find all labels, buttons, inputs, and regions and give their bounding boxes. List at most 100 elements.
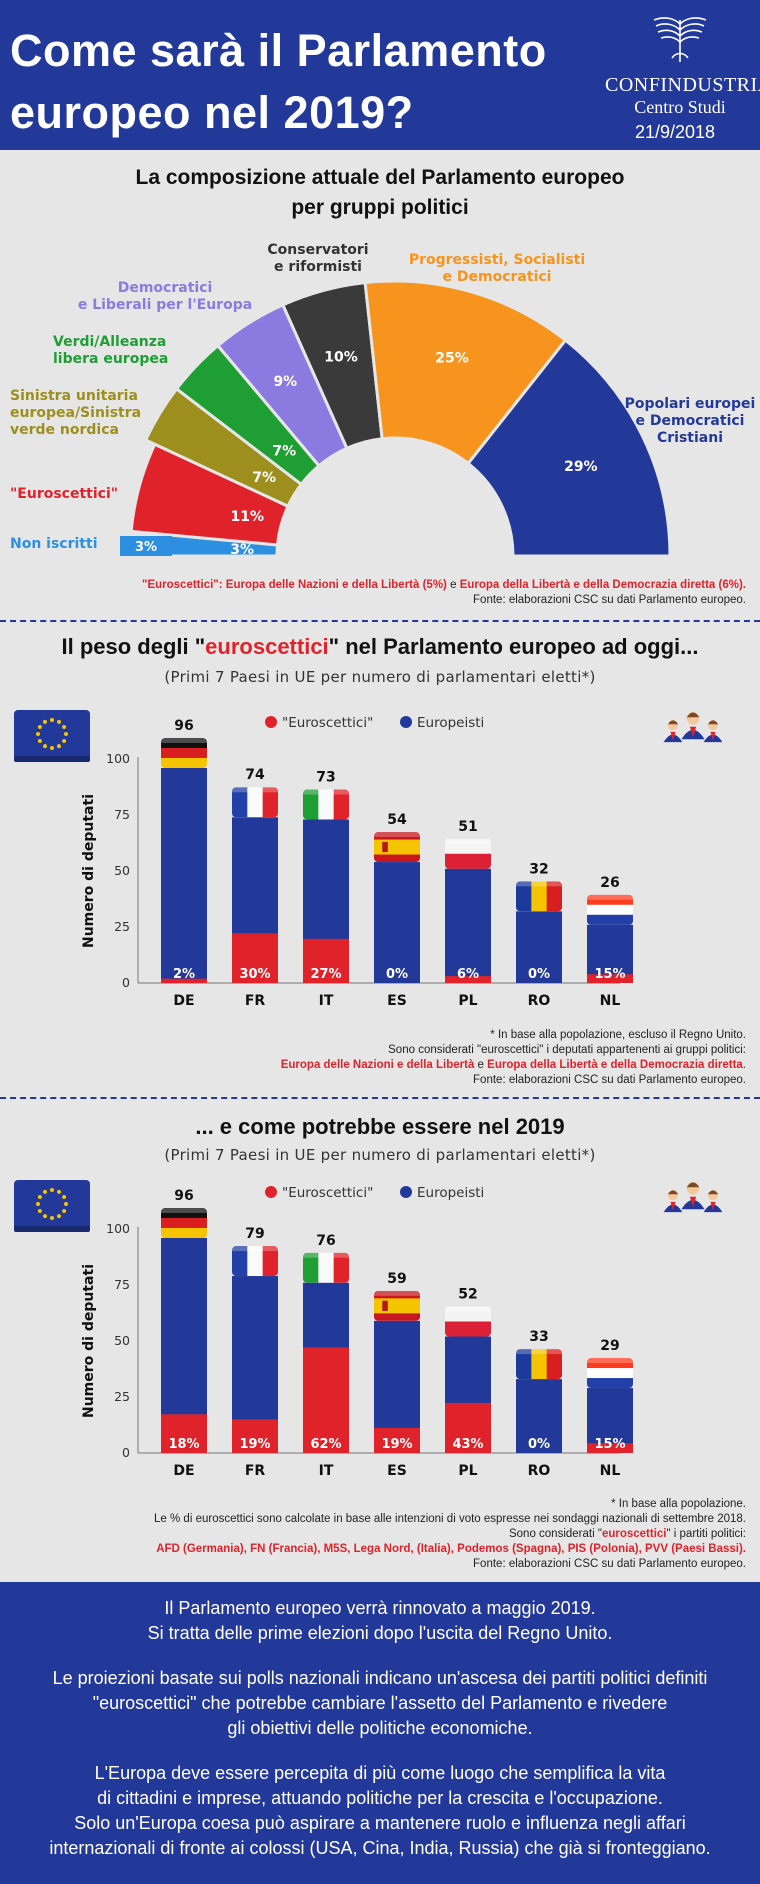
bar-pct-label: 0%	[386, 967, 408, 982]
section3-source: Fonte: elaborazioni CSC su dati Parlamen…	[473, 1558, 746, 1570]
bar-pct-label: 43%	[452, 1437, 483, 1452]
section2-title-pre: Il peso degli "	[61, 634, 206, 659]
section1-title-line1: La composizione attuale del Parlamento e…	[135, 166, 625, 189]
bar-euroscettici	[445, 976, 491, 983]
chart-legend: "Euroscettici" Europeisti	[265, 715, 484, 731]
section2-note-red-2: Europa della Libertà e della Democrazia …	[487, 1059, 743, 1071]
pie-slice-label: e Democratici	[636, 413, 745, 429]
bar-total-label: 51	[458, 819, 477, 835]
section3-note-3-post: " i partiti politici:	[666, 1528, 747, 1540]
footer-conclusions: Il Parlamento europeo verrà rinnovato a …	[0, 1582, 760, 1884]
bar-pct-label: 18%	[168, 1437, 199, 1452]
projection-bar-chart: "Euroscettici" Europeisti 0 25 50 75 100 Numero…	[14, 1180, 723, 1479]
bar-euroscettici	[232, 933, 278, 983]
footer-p2-line3: gli obiettivi delle politiche economiche…	[227, 1718, 533, 1738]
x-tick-label: PL	[458, 993, 477, 1009]
pie-slice-label: Non iscritti	[10, 536, 98, 552]
poland-flag-icon	[445, 838, 491, 869]
bar-total-label: 74	[245, 767, 265, 783]
legend-label-europeisti: Europeisti	[417, 1185, 484, 1201]
parliament-composition-chart: 3% Non iscritti 11% "Euroscettici" 7% Sinistr…	[10, 242, 755, 558]
pie-slice-label: Democratici	[118, 280, 213, 296]
y-tick-label: 50	[114, 1333, 130, 1348]
pie-slice-label: Cristiani	[657, 430, 723, 446]
bar-euroscettici	[303, 1347, 349, 1453]
y-tick-label: 50	[114, 863, 130, 878]
section3-notes: * In base alla popolazione. Le % di euro…	[154, 1497, 746, 1572]
section3-note-2: Le % di euroscettici sono calcolate in b…	[154, 1513, 746, 1525]
x-tick-label: RO	[528, 993, 551, 1009]
x-tick-label: PL	[458, 1463, 477, 1479]
section1-note: "Euroscettici": Europa delle Nazioni e d…	[142, 578, 746, 608]
x-tick-label: ES	[387, 1463, 407, 1479]
x-tick-label: DE	[173, 1463, 194, 1479]
bar-pct-label: 6%	[457, 967, 479, 982]
bar-pct-label: 0%	[528, 1437, 550, 1452]
bar-europeisti	[516, 911, 562, 983]
bar-euroscettici	[232, 1419, 278, 1453]
bar-pct-label: 0%	[528, 967, 550, 982]
people-group-icon	[663, 712, 723, 743]
pie-slice-label: Progressisti, Socialisti	[409, 252, 585, 268]
y-tick-label: 75	[114, 807, 130, 822]
eu-flag-icon	[14, 1180, 90, 1232]
section2-source: Fonte: elaborazioni CSC su dati Parlamen…	[473, 1074, 746, 1086]
pie-slice-label: verde nordica	[10, 422, 119, 438]
bar-pct-label: 2%	[173, 967, 195, 982]
section2-title-red: euroscettici	[205, 634, 329, 659]
pie-slice-value: 10%	[324, 350, 358, 366]
bar-total-label: 96	[174, 1188, 193, 1204]
section2-note-3: Europa delle Nazioni e della Libertà e E…	[281, 1058, 746, 1073]
pie-slice-label: Verdi/Alleanza	[53, 334, 166, 350]
section2-note-2: Sono considerati "euroscettici" i deputa…	[388, 1044, 746, 1056]
pie-slice	[363, 279, 568, 466]
footer-p2-line2: "euroscettici" che potrebbe cambiare l'a…	[92, 1693, 668, 1713]
bar-euroscettici	[161, 1414, 207, 1453]
pie-slice	[466, 338, 672, 558]
romania-flag-icon	[516, 1349, 562, 1380]
footer-p3-line1: L'Europa deve essere percepita di più co…	[94, 1763, 666, 1783]
y-tick-label: 25	[114, 919, 130, 934]
pie-slice-value: 7%	[252, 470, 276, 486]
bar-pct-label: 30%	[239, 967, 270, 982]
legend-label-euroscettici: "Euroscettici"	[282, 1185, 373, 1201]
bar-europeisti	[587, 924, 633, 983]
chart-legend: "Euroscettici" Europeisti	[265, 1185, 484, 1201]
pie-slice-label: libera europea	[53, 351, 168, 367]
netherlands-flag-icon	[587, 894, 633, 925]
bar-pct-label: 19%	[381, 1437, 412, 1452]
legend-marker-euroscettici	[265, 1186, 277, 1198]
pie-slice-value: 7%	[272, 443, 296, 459]
section-divider-2	[0, 1097, 760, 1099]
italy-flag-icon	[303, 789, 349, 820]
bar-total-label: 26	[600, 875, 619, 891]
france-flag-icon	[232, 1246, 278, 1277]
bar-euroscettici	[161, 978, 207, 983]
bar-total-label: 96	[174, 718, 193, 734]
x-tick-label: IT	[319, 1463, 334, 1479]
section2-note-end: .	[742, 1059, 746, 1071]
legend-marker-europeisti	[400, 1186, 412, 1198]
germany-flag-icon	[161, 737, 207, 768]
section3-subtitle: (Primi 7 Paesi in UE per numero di parla…	[164, 1146, 596, 1164]
bar-total-label: 79	[245, 1226, 264, 1242]
france-flag-icon	[232, 787, 278, 818]
x-tick-label: FR	[245, 993, 266, 1009]
legend-label-europeisti: Europeisti	[417, 715, 484, 731]
section2-note-red-1: Europa delle Nazioni e della Libertà	[280, 1059, 475, 1071]
bar-total-label: 33	[529, 1329, 548, 1345]
non-iscritti-slice	[120, 536, 172, 556]
bar-europeisti	[587, 1388, 633, 1453]
bar-total-label: 52	[458, 1287, 477, 1303]
pie-slice-value: 11%	[231, 509, 265, 525]
y-tick-label: 75	[114, 1277, 130, 1292]
germany-flag-icon	[161, 1207, 207, 1238]
section3-note-3-pre: Sono considerati "	[508, 1528, 602, 1540]
pie-slice-label: europea/Sinistra	[10, 405, 141, 421]
pie-slice-label: e Democratici	[443, 269, 552, 285]
pie-slice-label: "Euroscettici"	[10, 486, 118, 502]
footer-p2-line1: Le proiezioni basate sui polls nazionali…	[52, 1668, 708, 1688]
x-tick-label: NL	[600, 993, 621, 1009]
bar-pct-label: 15%	[594, 967, 625, 982]
bar-europeisti	[161, 767, 207, 983]
